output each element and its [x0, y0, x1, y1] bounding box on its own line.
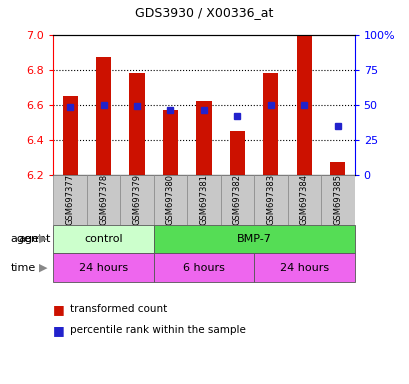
Bar	[187, 175, 220, 225]
Bar	[162, 110, 178, 175]
Bar	[153, 253, 254, 282]
Text: ■: ■	[53, 324, 65, 337]
Bar	[87, 175, 120, 225]
Text: agent: agent	[10, 234, 43, 244]
Bar	[229, 131, 245, 175]
Text: GSM697378: GSM697378	[99, 174, 108, 225]
Bar	[254, 253, 354, 282]
Text: GDS3930 / X00336_at: GDS3930 / X00336_at	[135, 6, 272, 19]
Text: 24 hours: 24 hours	[279, 263, 328, 273]
Bar	[62, 96, 77, 175]
Bar	[296, 35, 311, 175]
Bar	[254, 175, 287, 225]
Bar	[287, 175, 320, 225]
Bar	[196, 101, 211, 175]
Text: agent: agent	[19, 234, 51, 244]
Text: GSM697384: GSM697384	[299, 174, 308, 225]
Text: 24 hours: 24 hours	[79, 263, 128, 273]
Text: GSM697381: GSM697381	[199, 174, 208, 225]
Text: GSM697377: GSM697377	[65, 174, 74, 225]
Text: percentile rank within the sample: percentile rank within the sample	[70, 325, 245, 335]
Text: GSM697385: GSM697385	[333, 174, 342, 225]
Bar	[320, 175, 354, 225]
Text: GSM697380: GSM697380	[166, 174, 175, 225]
Text: 6 hours: 6 hours	[182, 263, 225, 273]
Bar	[120, 175, 153, 225]
Bar	[96, 57, 111, 175]
Text: control: control	[84, 234, 123, 244]
Text: transformed count: transformed count	[70, 304, 166, 314]
Bar	[330, 162, 345, 175]
Bar	[263, 73, 278, 175]
Text: GSM697383: GSM697383	[266, 174, 275, 225]
Text: ■: ■	[53, 303, 65, 316]
Text: ▶: ▶	[39, 234, 47, 244]
Text: GSM697379: GSM697379	[132, 174, 141, 225]
Text: time: time	[10, 263, 36, 273]
Bar	[129, 73, 144, 175]
Bar	[53, 225, 153, 253]
Bar	[153, 225, 354, 253]
Bar	[220, 175, 254, 225]
Bar	[53, 175, 87, 225]
Text: GSM697382: GSM697382	[232, 174, 241, 225]
Bar	[53, 253, 153, 282]
Text: ▶: ▶	[39, 263, 47, 273]
Bar	[153, 175, 187, 225]
Text: BMP-7: BMP-7	[236, 234, 271, 244]
